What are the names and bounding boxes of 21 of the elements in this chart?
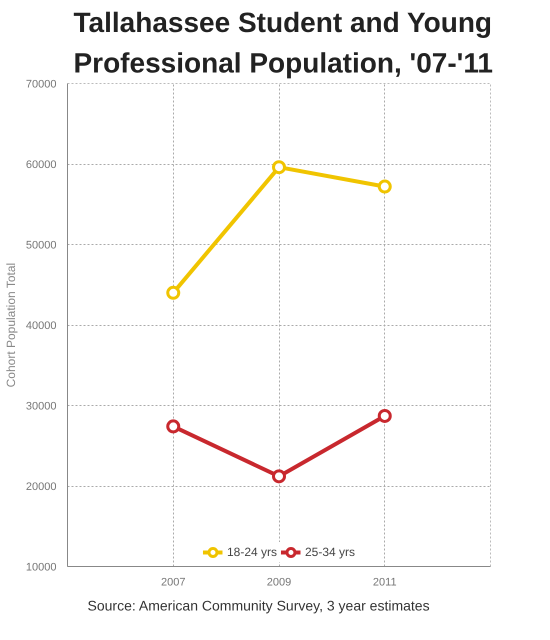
y-tick-label: 20000 (26, 481, 57, 493)
y-tick-label: 60000 (26, 159, 57, 171)
source-note: Source: American Community Survey, 3 year estimates (88, 598, 430, 614)
point (378, 180, 392, 194)
x-tick-label: 2011 (372, 576, 397, 588)
point (272, 469, 286, 484)
point (272, 160, 286, 174)
y-tick-label: 10000 (26, 562, 57, 574)
x-tick-label: 2009 (266, 576, 292, 588)
point (166, 286, 180, 300)
legend-label: 25-34 yrs (305, 545, 356, 559)
point (378, 408, 392, 423)
legend-label: 18-24 yrs (226, 545, 277, 559)
x-tick-label: 2007 (161, 576, 186, 588)
y-tick-label: 30000 (26, 400, 57, 412)
y-tick-label: 50000 (26, 240, 57, 252)
y-tick-label: 70000 (26, 78, 57, 90)
y-tick-label: 40000 (26, 320, 57, 332)
y-axis-title: Cohort Population Total (4, 262, 18, 388)
chart-title: Tallahassee Student and Young Professional Population, '07-'11 (74, 7, 493, 78)
point (166, 419, 180, 434)
